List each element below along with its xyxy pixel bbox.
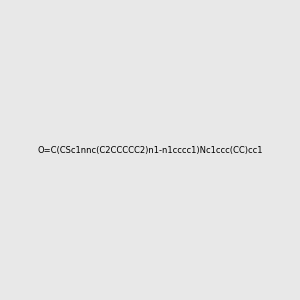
Text: O=C(CSc1nnc(C2CCCCC2)n1-n1cccc1)Nc1ccc(CC)cc1: O=C(CSc1nnc(C2CCCCC2)n1-n1cccc1)Nc1ccc(C… <box>37 146 263 154</box>
